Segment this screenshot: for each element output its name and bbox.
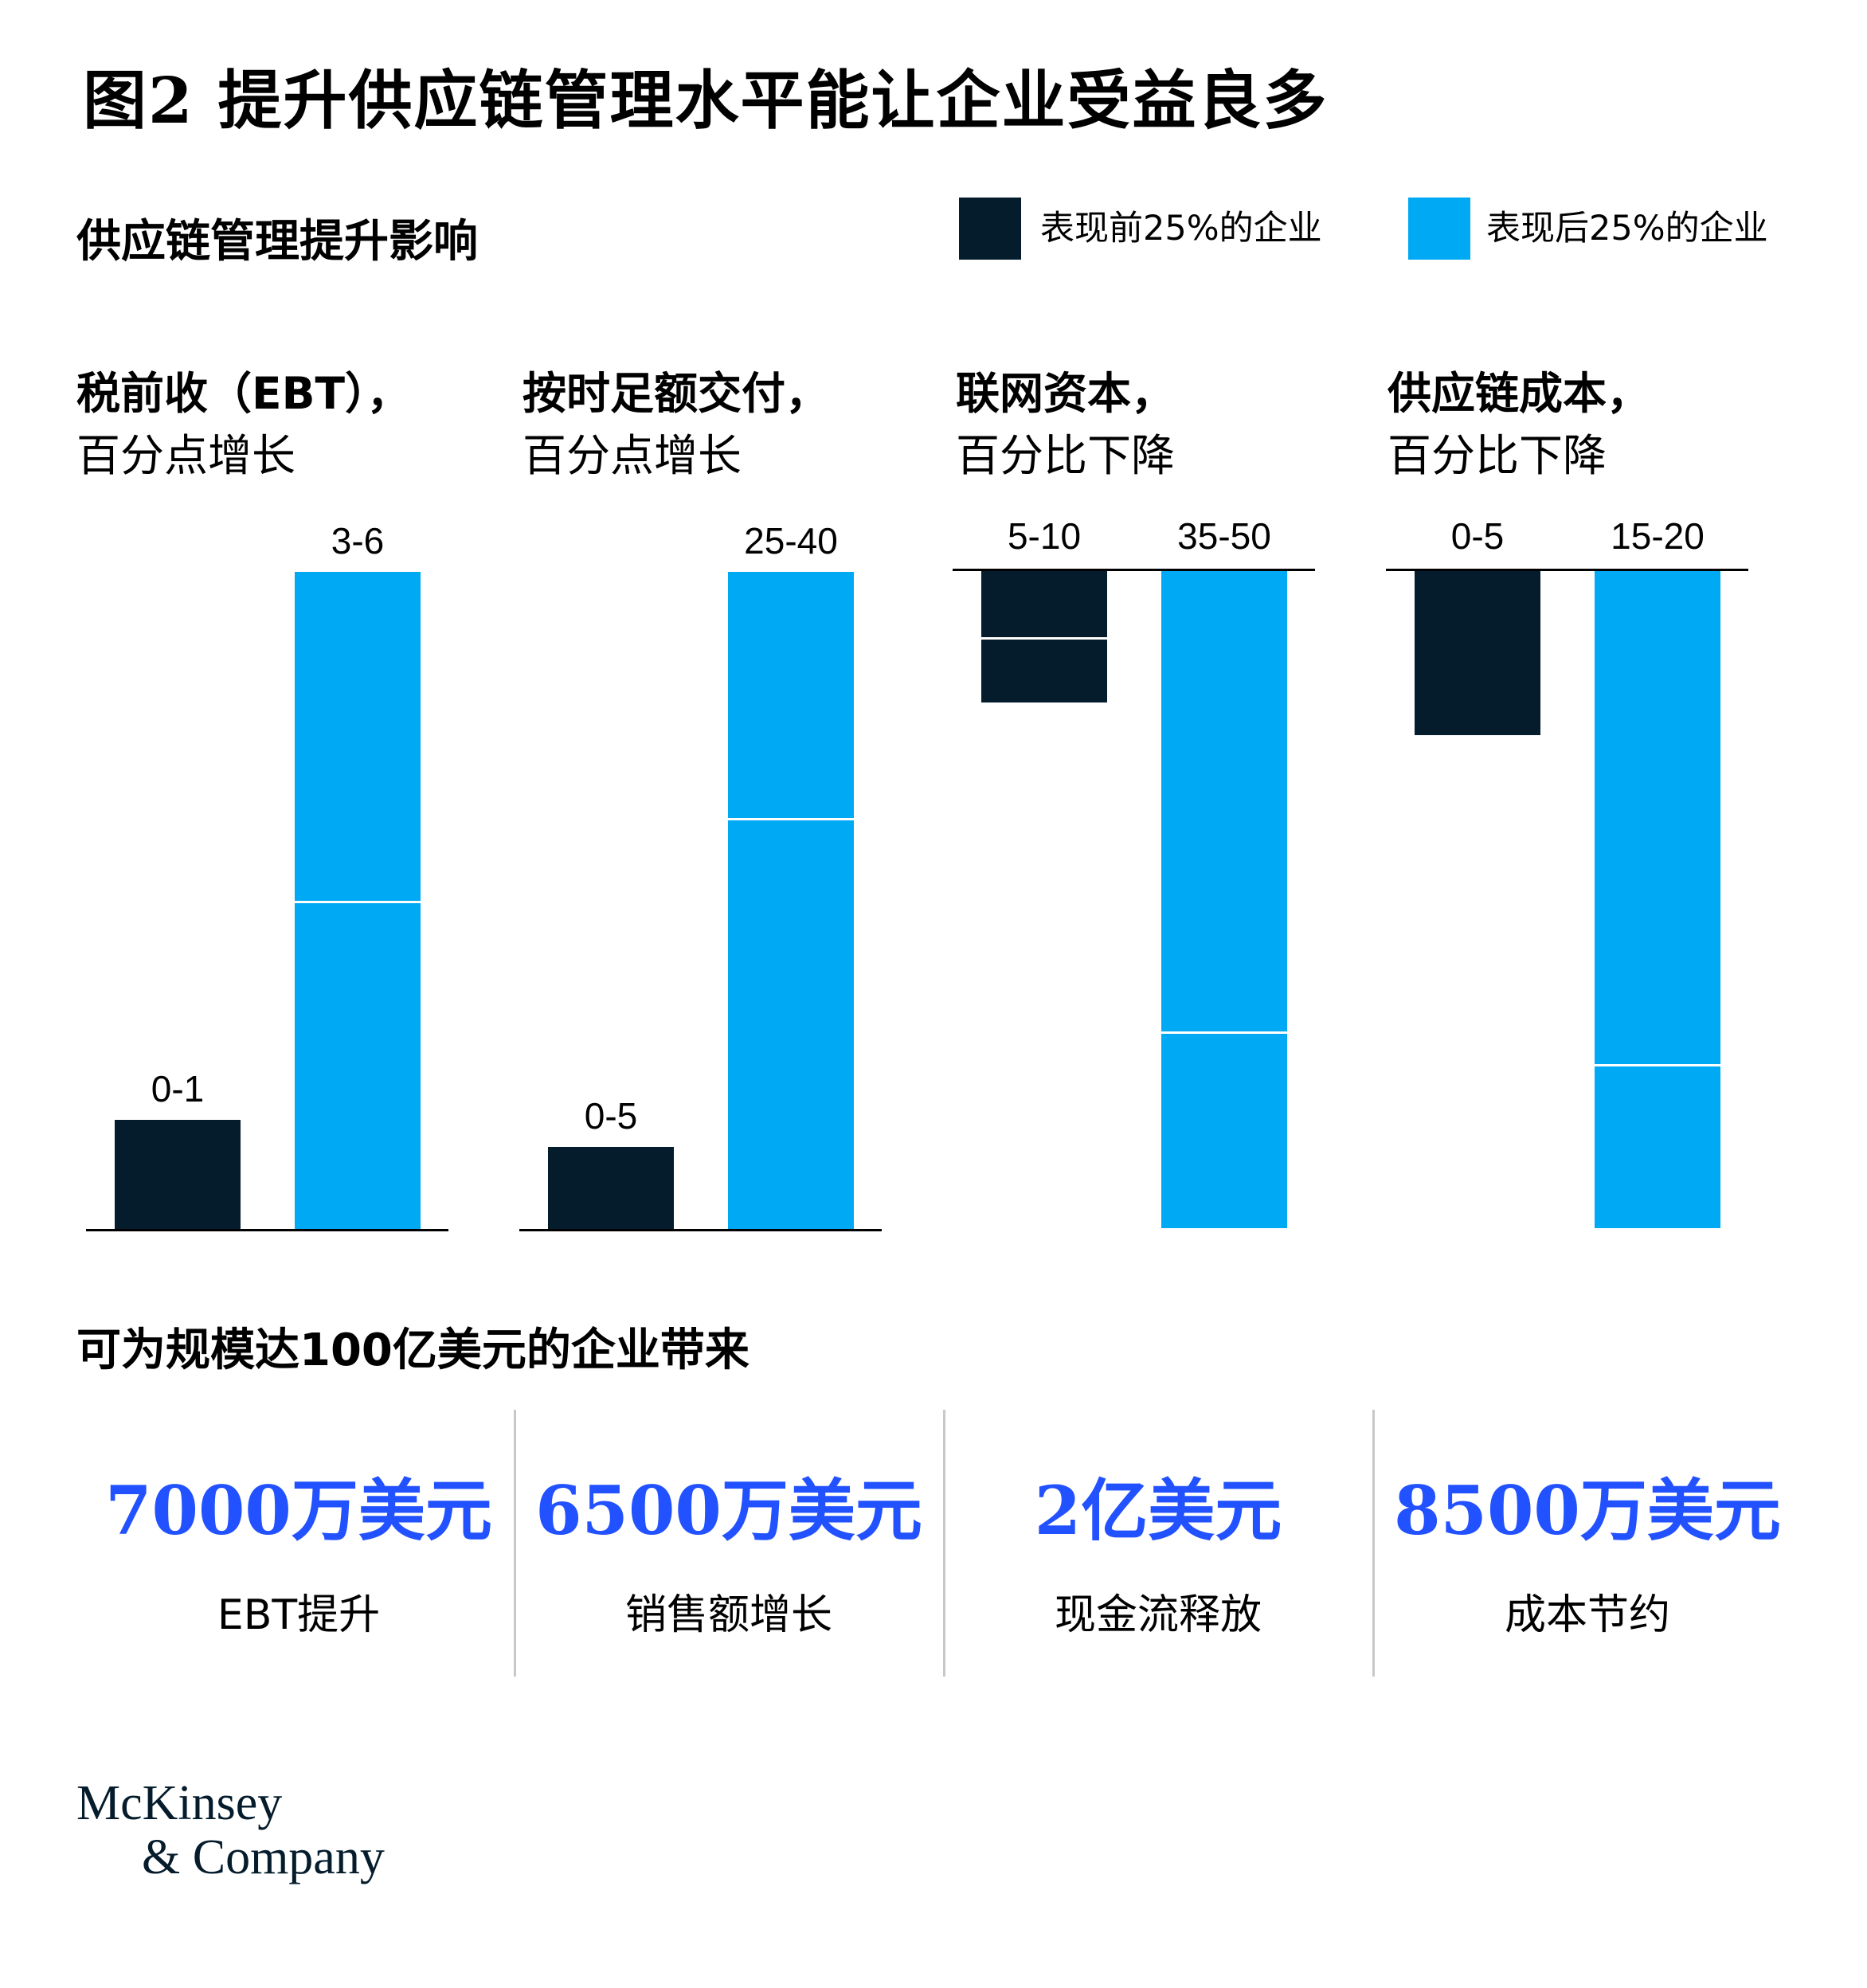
kpi-value: 6500万美元 (535, 1471, 922, 1550)
bar-bottom-quartile (728, 572, 854, 1229)
bar-bottom-quartile (1595, 571, 1720, 1228)
kpi-value: 2亿美元 (1034, 1471, 1282, 1550)
kpi-divider (943, 1410, 945, 1677)
kpi-label: 销售额增长 (624, 1591, 832, 1639)
range-divider (295, 900, 421, 903)
kpi-divider (1372, 1410, 1375, 1677)
panel-title: 联网资本， (956, 368, 1176, 419)
panel-subtitle: 百分点增长 (76, 430, 296, 481)
kpi-value: 7000万美元 (105, 1471, 492, 1550)
kpi-divider (514, 1410, 516, 1677)
kpi-cash: 2亿美元 现金流释放 (943, 1410, 1373, 1681)
value-label: 35-50 (1177, 515, 1271, 557)
value-label: 25-40 (744, 520, 838, 562)
mckinsey-logo: McKinsey & Company (76, 1776, 385, 1884)
bar-bottom-quartile (1161, 571, 1287, 1228)
value-label: 0-5 (1450, 515, 1505, 557)
logo-line-1: McKinsey (76, 1776, 283, 1830)
axis-line (86, 1229, 448, 1231)
range-divider (1161, 1031, 1287, 1034)
legend-label-bottom: 表现后25%的企业 (1486, 209, 1768, 248)
panel-title: 按时足额交付， (523, 368, 830, 419)
panel-subtitle: 百分点增长 (523, 430, 742, 481)
range-divider (1595, 1063, 1720, 1066)
logo-line-2: & Company (142, 1830, 385, 1884)
legend-swatch-bottom (1408, 198, 1470, 260)
kpi-label: 现金流释放 (1054, 1591, 1262, 1639)
range-divider (981, 636, 1107, 640)
bar-top-quartile (981, 571, 1107, 702)
panel-heading: 按时足额交付， 百分点增长 (523, 362, 829, 487)
kpi-sales: 6500万美元 销售额增长 (514, 1410, 944, 1681)
page-title: 图2 提升供应链管理水平能让企业受益良多 (83, 63, 1329, 138)
panel-heading: 联网资本， 百分比下降 (956, 362, 1175, 487)
bar-top-quartile (115, 1119, 241, 1229)
panel-heading: 税前收（EBT）， 百分点增长 (76, 362, 411, 487)
legend-label-top: 表现前25%的企业 (1040, 209, 1322, 248)
panel-title: 税前收（EBT）， (76, 368, 411, 419)
kpi-value: 8500万美元 (1394, 1471, 1781, 1550)
benefits-heading: 可为规模达100亿美元的企业带来 (76, 1325, 750, 1376)
bar-top-quartile (548, 1146, 674, 1229)
bar-bottom-quartile (295, 572, 421, 1229)
kpi-ebt: 7000万美元 EBT提升 (84, 1410, 514, 1681)
value-label: 15-20 (1611, 515, 1705, 557)
range-divider (728, 818, 854, 821)
axis-line (519, 1229, 882, 1231)
chart-subtitle: 供应链管理提升影响 (76, 216, 478, 268)
value-label: 3-6 (331, 520, 385, 562)
panel-subtitle: 百分比下降 (1388, 430, 1607, 481)
panel-subtitle: 百分比下降 (956, 430, 1176, 481)
axis-line (1386, 569, 1748, 571)
value-label: 0-5 (584, 1094, 638, 1137)
axis-line (953, 569, 1315, 571)
value-label: 5-10 (1007, 515, 1082, 557)
panel-title: 供应链成本， (1388, 368, 1651, 419)
kpi-label: EBT提升 (217, 1591, 381, 1639)
kpi-cost: 8500万美元 成本节约 (1372, 1410, 1802, 1681)
value-label: 0-1 (151, 1067, 205, 1109)
legend-swatch-top (959, 198, 1021, 260)
bar-top-quartile (1415, 571, 1540, 736)
panel-heading: 供应链成本， 百分比下降 (1388, 362, 1650, 487)
kpi-label: 成本节约 (1504, 1591, 1670, 1639)
